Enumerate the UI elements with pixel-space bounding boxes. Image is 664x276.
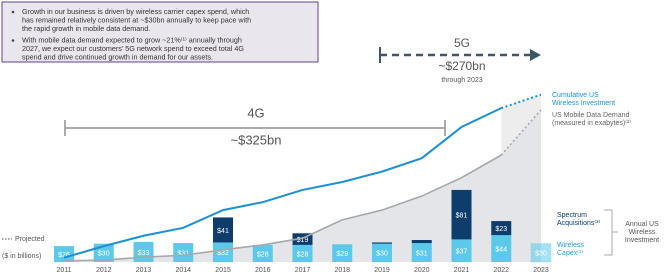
legend-label: Wireless Investment [552,100,615,107]
x-tick-label: 2014 [175,267,191,274]
value-label: $44 [495,246,507,253]
legend-label: Wireless [557,242,584,249]
note-line: has remained relatively consistent at ~$… [22,15,251,24]
group-label: Investment [625,237,659,244]
legend-bracket [604,209,618,256]
x-tick-label: 2018 [334,267,350,274]
bar [530,243,552,263]
legend-label: Cumulative US [552,92,599,99]
note-line: Growth in our business is driven by wire… [22,7,249,16]
note-line: With mobile data demand expected to grow… [22,35,242,44]
value-label: $31 [177,250,189,257]
group-label: Annual US [625,221,659,228]
bullet [11,10,15,14]
value-label: $37 [456,249,468,256]
value-label: $41 [217,228,229,235]
x-tick-label: 2016 [255,267,271,274]
x-tick-label: 2020 [414,267,430,274]
x-tick-label: 2015 [215,267,231,274]
value-label: $30 [535,251,547,258]
value-label: $28 [297,251,309,258]
note-line: 2027, we expect our customers' 5G networ… [22,44,244,53]
note-line: spend and drive continued growth in dema… [22,52,213,61]
legend-label: (measured in exabytes)⁽²⁾ [552,119,631,127]
amount-5g: ~$270bn [438,59,485,73]
bar [491,221,512,236]
x-tick-label: 2017 [295,267,311,274]
bar [54,246,74,262]
value-label: $81 [456,213,468,220]
label-5g: 5G [454,36,470,50]
note-5g: through 2023 [441,77,482,84]
value-label: $30 [98,251,110,258]
projected-label: Projected [15,236,45,243]
bar [451,189,472,240]
legend-label: US Mobile Data Demand [552,112,630,119]
value-label: $19 [297,237,309,244]
bar [451,239,472,262]
bar [252,244,273,262]
x-tick-label: 2011 [56,267,71,274]
bar [372,242,392,244]
value-label: $33 [138,250,150,257]
value-label: $23 [495,226,507,233]
area-edge [500,109,542,156]
plot: $26 $30 $33 $31 $32 $28 $28 $29 $30 $31 $37 $44 $30 $… [54,93,552,263]
x-tick-label: 2021 [454,267,470,274]
bar [213,242,233,262]
x-tick-label: 2023 [533,267,549,274]
legend-label: Spectrum [557,212,587,219]
bar [411,243,432,262]
bar [173,243,194,262]
x-tick-label: 2013 [136,267,152,274]
bar [213,217,233,243]
bar [332,244,353,262]
group-label: Wireless [629,229,656,236]
bar [292,233,313,245]
bar [411,240,432,244]
bullet [11,39,15,42]
x-tick-label: 2022 [493,267,509,274]
area-edge [63,154,502,262]
unit-label: ($ in billions) [2,253,41,260]
value-label: $31 [416,250,428,257]
x-tick-label: 2012 [96,267,112,274]
bar [491,235,512,262]
note-line: the rapid growth in mobile data demand. [22,24,150,33]
line [63,107,502,259]
value-label: $26 [58,252,70,259]
value-label: $32 [217,250,229,257]
bar [372,243,392,262]
arrow-head [530,49,541,61]
notes-box [1,1,319,63]
legend-label: Acquisitions⁽³⁾ [557,219,600,227]
x-tick-label: 2019 [374,267,390,274]
value-label: $28 [257,251,269,258]
amount-4g: ~$325bn [231,132,282,147]
value-label: $29 [336,251,348,258]
label-4g: 4G [247,105,264,120]
value-label: $30 [376,251,388,258]
legend-label: Capex⁽¹⁾ [557,249,583,257]
area [64,109,541,262]
bar [292,244,313,262]
